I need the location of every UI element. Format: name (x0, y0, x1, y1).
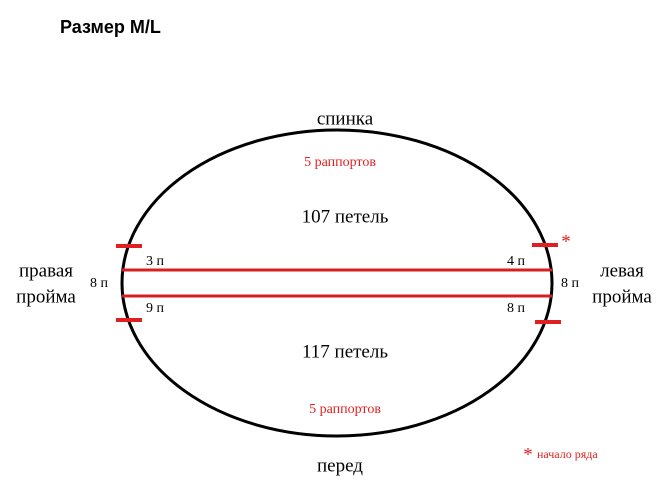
outline (120, 128, 554, 438)
count: 8 п (90, 276, 109, 291)
note: начало ряда (537, 447, 598, 461)
count: 8 п (561, 276, 580, 291)
label: пройма (16, 286, 76, 307)
repeats: 5 раппортов (304, 155, 376, 170)
stitches: 117 петель (302, 341, 388, 362)
count: 8 п (507, 301, 526, 316)
markers (116, 243, 561, 324)
note-marker: * (523, 444, 533, 465)
stitches: 107 петель (302, 206, 389, 227)
start-marker: * (561, 231, 571, 252)
repeats: 5 раппортов (309, 402, 381, 417)
label: правая (19, 260, 73, 281)
count: 4 п (507, 254, 526, 269)
count: 9 п (146, 301, 165, 316)
count: 3 п (146, 254, 165, 269)
label: пройма (592, 286, 652, 307)
label: левая (600, 260, 644, 281)
label: перед (317, 455, 363, 476)
label: спинка (317, 108, 374, 129)
title: Размер M/L (60, 17, 161, 37)
